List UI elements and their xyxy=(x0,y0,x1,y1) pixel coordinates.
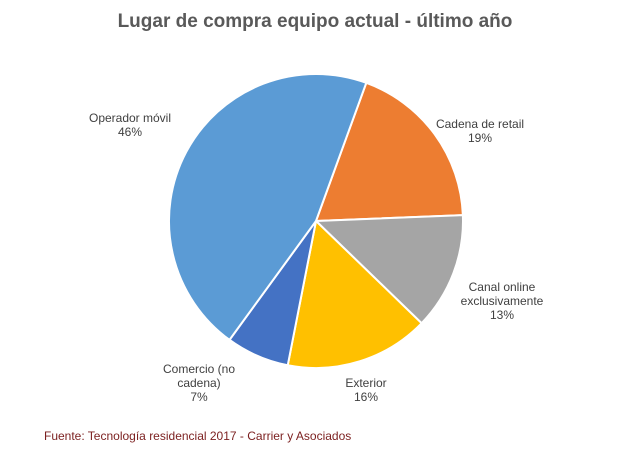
slice-percent-label: 13% xyxy=(490,308,514,322)
slice-category-label: Operador móvil xyxy=(89,111,171,125)
pie-slice-canal-online-exclusivamente xyxy=(313,214,464,325)
slice-percent-label: 19% xyxy=(468,131,492,145)
source-note: Fuente: Tecnología residencial 2017 - Ca… xyxy=(44,429,352,443)
chart-title: Lugar de compra equipo actual - último a… xyxy=(117,11,513,32)
slice-percent-label: 7% xyxy=(190,390,208,404)
slice-percent-label: 46% xyxy=(118,125,142,139)
slice-category-label: Canal online xyxy=(469,280,536,294)
slice-category-label: Exterior xyxy=(345,376,386,390)
slice-percent-label: 16% xyxy=(354,390,378,404)
slice-category-label: cadena) xyxy=(177,376,220,390)
slice-category-label: exclusivamente xyxy=(461,294,544,308)
slice-category-label: Cadena de retail xyxy=(436,117,524,131)
pie-slice-operador-móvil xyxy=(168,73,368,342)
pie-slice-cadena-de-retail xyxy=(314,81,464,223)
slice-category-label: Comercio (no xyxy=(163,362,235,376)
pie-slice-exterior xyxy=(286,219,424,370)
